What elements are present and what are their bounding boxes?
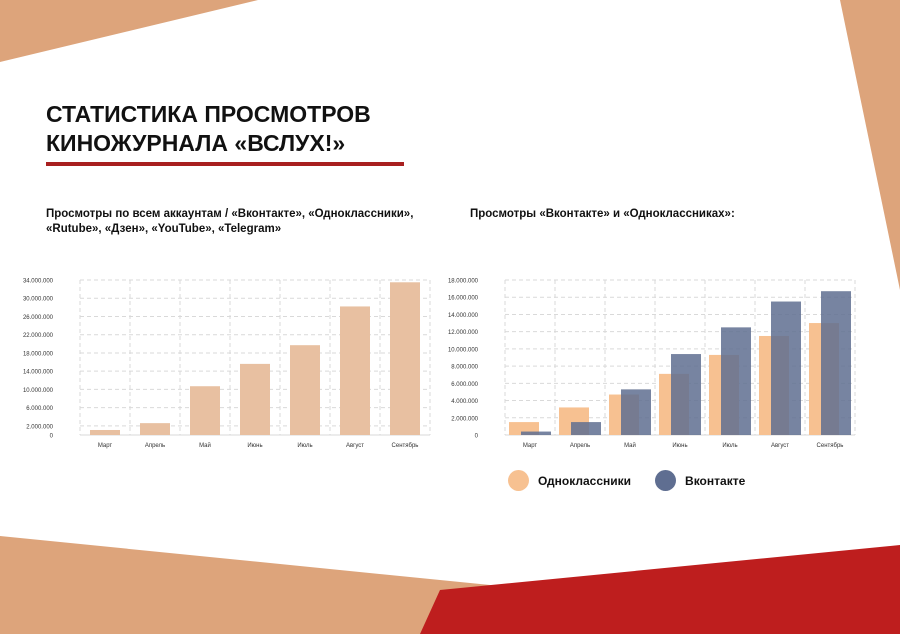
y-tick-label: 14.000.000 (448, 313, 479, 319)
x-tick-label: Май (199, 442, 211, 449)
y-tick-label: 12.000.000 (448, 330, 479, 336)
x-tick-label: Сентябрь (817, 443, 844, 449)
legend-item-vk: Вконтакте (655, 470, 745, 491)
y-tick-label: 10.000.000 (23, 388, 54, 394)
y-tick-label: 18.000.000 (23, 351, 54, 357)
x-tick-label: Май (624, 442, 636, 449)
bar-vk (571, 422, 601, 435)
y-tick-label: 22.000.000 (23, 333, 54, 339)
y-tick-label: 2.000.000 (26, 424, 53, 430)
y-tick-label: 14.000.000 (23, 370, 54, 376)
bar-vk (671, 354, 701, 435)
y-tick-label: 34.000.000 (23, 279, 54, 285)
bar-vk (771, 301, 801, 435)
y-tick-label: 10.000.000 (448, 347, 479, 353)
y-tick-label: 16.000.000 (448, 296, 479, 302)
y-tick-label: 2.000.000 (451, 416, 478, 422)
page-title-line1: СТАТИСТИКА ПРОСМОТРОВ (46, 101, 371, 127)
total-views-chart: 0 2.000.000 6.000.000 10.000.000 14.000.000 1… (23, 279, 431, 449)
page-title-line2: КИНОЖУРНАЛА «ВСЛУХ!» (46, 130, 346, 156)
page-title: СТАТИСТИКА ПРОСМОТРОВ КИНОЖУРНАЛА «ВСЛУХ… (46, 100, 371, 158)
bar-vk (721, 327, 751, 435)
legend-swatch-vk (655, 470, 677, 491)
y-tick-label: 8.000.000 (451, 365, 478, 371)
y-tick-label: 0 (475, 434, 479, 440)
y-tick-label: 30.000.000 (23, 297, 54, 303)
x-tick-label: Апрель (145, 443, 165, 449)
x-tick-label: Август (771, 443, 789, 449)
chart-legend: Одноклассники Вконтакте (508, 470, 769, 491)
vk-ok-views-chart: 0 2.000.000 4.000.000 6.000.000 8.000.000 10.… (448, 279, 856, 449)
bar-total (290, 345, 320, 435)
bar-vk (521, 431, 551, 435)
bar-total (340, 306, 370, 435)
y-tick-label: 18.000.000 (448, 279, 479, 285)
y-tick-label: 26.000.000 (23, 315, 54, 321)
left-chart-subtitle-line1: Просмотры по всем аккаунтам / «Вконтакте… (46, 208, 414, 220)
title-underline (46, 162, 404, 166)
bar-vk (621, 389, 651, 435)
x-tick-label: Март (98, 443, 113, 449)
right-chart-subtitle: Просмотры «Вконтакте» и «Одноклассниках»… (470, 207, 870, 222)
left-chart-subtitle-line2: «Rutube», «Дзен», «YouTube», «Telegram» (46, 223, 282, 235)
bar-total (90, 429, 120, 435)
y-tick-label: 6.000.000 (451, 382, 478, 388)
bar-total (240, 363, 270, 435)
legend-label-ok: Одноклассники (538, 473, 632, 488)
top-left-corner-shape (0, 0, 258, 62)
legend-swatch-ok (508, 470, 529, 491)
y-tick-label: 0 (50, 434, 54, 440)
x-tick-label: Август (346, 443, 364, 449)
x-tick-label: Июль (722, 443, 737, 449)
bar-vk (821, 291, 851, 435)
bar-total (140, 423, 170, 435)
bar-total (190, 386, 220, 435)
x-tick-label: Июль (297, 443, 312, 449)
x-tick-label: Июнь (247, 443, 262, 449)
right-chart-subtitle-line1: Просмотры «Вконтакте» и «Одноклассниках»… (470, 208, 735, 220)
x-tick-label: Март (523, 443, 538, 449)
y-tick-label: 6.000.000 (26, 406, 53, 412)
legend-item-ok: Одноклассники (508, 470, 631, 491)
left-chart-subtitle: Просмотры по всем аккаунтам / «Вконтакте… (46, 207, 446, 237)
right-edge-shape (840, 0, 900, 290)
x-tick-label: Сентябрь (392, 443, 419, 449)
y-tick-label: 4.000.000 (451, 399, 478, 405)
bar-total (390, 282, 420, 435)
x-tick-label: Июнь (672, 443, 687, 449)
x-tick-label: Апрель (570, 443, 590, 449)
bottom-red-shape (420, 545, 900, 634)
legend-label-vk: Вконтакте (685, 473, 746, 488)
